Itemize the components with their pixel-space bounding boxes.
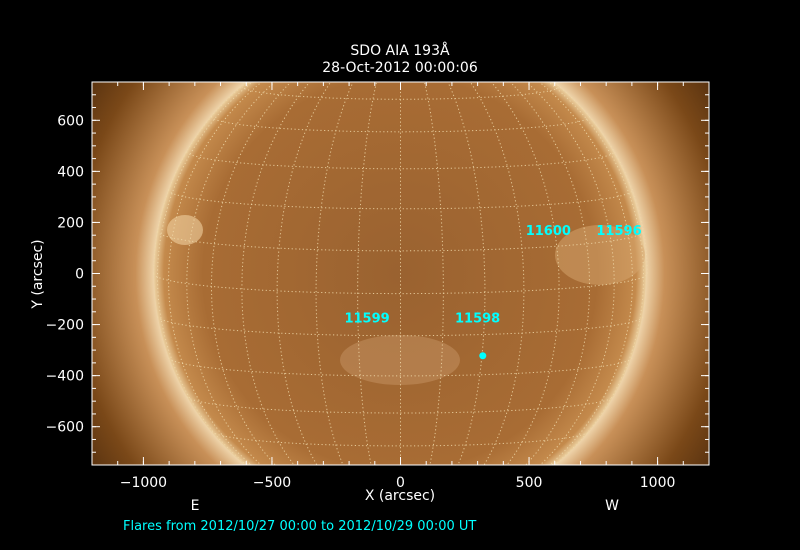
grid-line	[153, 273, 648, 295]
axis-ticks: −1000 −500 0 500 1000 −600 −400 −200 0 200 400 600	[46, 82, 710, 491]
bright-region-east	[167, 215, 203, 245]
active-region-label: 11598	[455, 311, 500, 326]
y-tick-label: −400	[46, 369, 84, 385]
west-label: W	[605, 498, 619, 514]
grid-line	[168, 82, 263, 465]
y-tick-label: −600	[46, 420, 84, 436]
y-tick-label: 200	[57, 215, 84, 231]
x-tick-label: 500	[516, 475, 543, 491]
grid-line	[156, 82, 254, 465]
grid-line	[547, 82, 645, 465]
chart-subtitle: 28-Oct-2012 00:00:06	[322, 60, 478, 76]
grid-line	[168, 189, 633, 210]
x-tick-label: 0	[396, 475, 405, 491]
x-tick-label: −500	[253, 475, 291, 491]
y-tick-label: 400	[57, 164, 84, 180]
grid-line	[358, 33, 444, 37]
y-axis-label: Y (arcsec)	[30, 239, 46, 309]
grid-line	[276, 82, 332, 465]
grid-line	[186, 396, 615, 414]
flare-period-footer: Flares from 2012/10/27 00:00 to 2012/10/…	[123, 519, 476, 534]
grid-line	[157, 316, 644, 337]
active-region-label: 11599	[344, 311, 389, 326]
bright-region-west	[555, 225, 645, 285]
grid-line	[552, 82, 648, 274]
grid-line	[241, 86, 560, 100]
grid-line	[469, 82, 525, 465]
east-label: E	[191, 498, 200, 514]
grid-line	[186, 151, 615, 170]
y-tick-label: 0	[75, 267, 84, 283]
active-region-label: 11596	[596, 224, 641, 239]
grid-line	[319, 505, 483, 510]
chart-title: SDO AIA 193Å	[350, 42, 450, 59]
x-tick-label: −1000	[120, 475, 167, 491]
flare-marker	[479, 352, 487, 360]
heliographic-grid	[153, 33, 648, 518]
x-axis-label: X (arcsec)	[365, 488, 435, 504]
grid-line	[168, 357, 633, 377]
grid-line	[211, 431, 590, 447]
grid-line	[538, 82, 633, 465]
y-tick-label: −200	[46, 318, 84, 334]
y-tick-label: 600	[57, 113, 84, 129]
grid-line	[153, 82, 249, 274]
bright-region-south	[340, 335, 460, 385]
active-region-label: 11600	[526, 224, 571, 239]
x-tick-label: 1000	[640, 475, 676, 491]
grid-line	[363, 516, 439, 518]
